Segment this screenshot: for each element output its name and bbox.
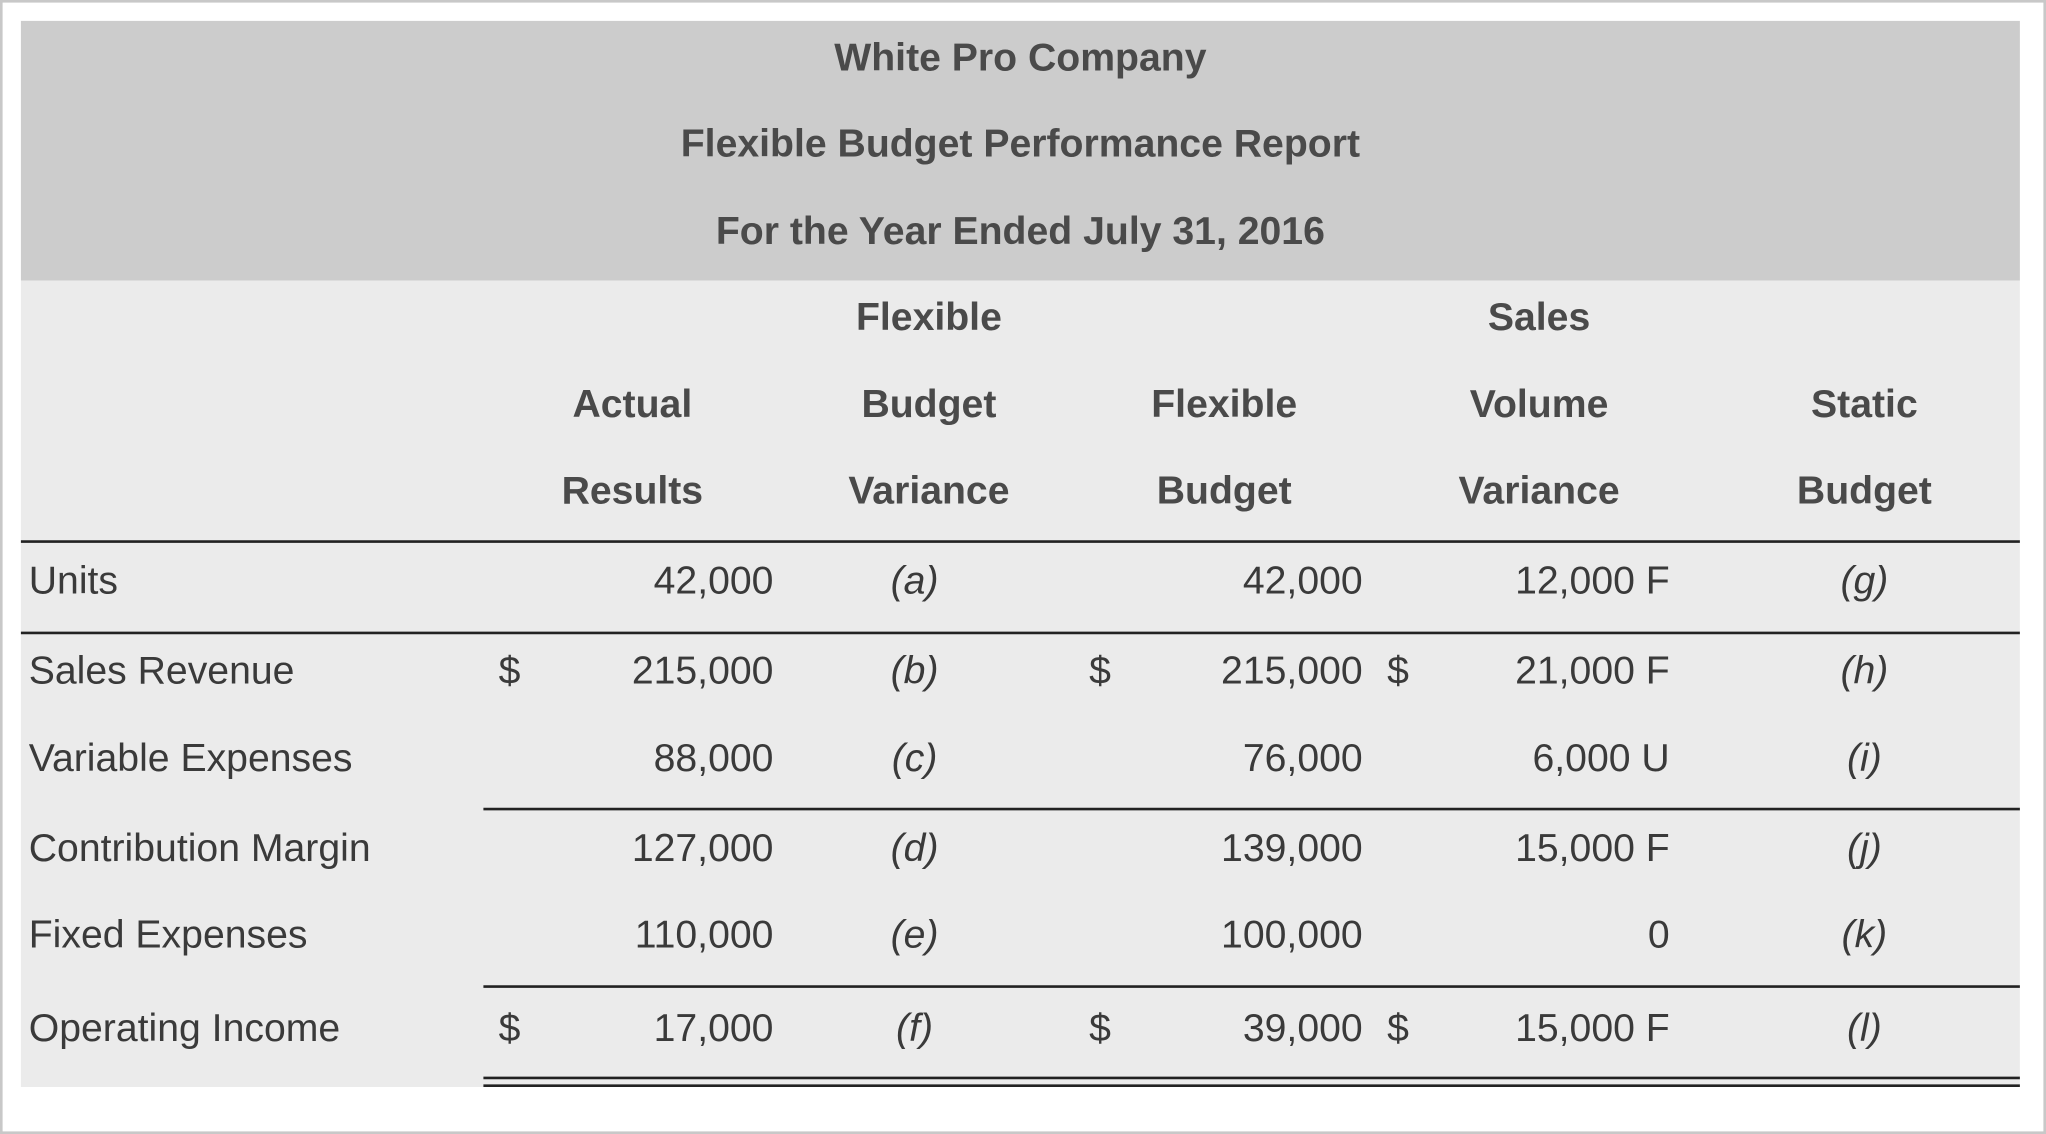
cell: 42,000 <box>654 560 774 603</box>
cell: (d) <box>891 827 939 870</box>
row-label: Fixed Expenses <box>29 913 308 956</box>
column-header: Sales <box>1488 296 1590 339</box>
cell: (j) <box>1847 827 1882 870</box>
column-header: Static <box>1811 383 1918 426</box>
cell: 76,000 <box>1243 737 1363 780</box>
cell: $ <box>499 1007 521 1050</box>
company: White Pro Company <box>834 36 1206 79</box>
column-header: Flexible <box>856 296 1002 339</box>
cell: (h) <box>1840 650 1888 693</box>
period: For the Year Ended July 31, 2016 <box>716 210 1325 253</box>
cell: 0 <box>1648 913 1670 956</box>
cell: 17,000 <box>654 1007 774 1050</box>
cell: (i) <box>1847 737 1882 780</box>
cell: 6,000 U <box>1532 737 1669 780</box>
cell: 127,000 <box>632 827 774 870</box>
cell: $ <box>1387 1007 1409 1050</box>
column-header: Results <box>562 470 704 513</box>
cell: 12,000 F <box>1515 560 1670 603</box>
column-header: Flexible <box>1151 383 1297 426</box>
cell: (k) <box>1842 913 1888 956</box>
cell: $ <box>1089 1007 1111 1050</box>
row-label: Sales Revenue <box>29 650 295 693</box>
column-header: Volume <box>1470 383 1609 426</box>
column-header: Budget <box>1157 470 1292 513</box>
report-title: Flexible Budget Performance Report <box>681 123 1360 166</box>
table-body <box>20 280 2020 1088</box>
cell: (e) <box>891 913 939 956</box>
cell: 88,000 <box>654 737 774 780</box>
cell: (a) <box>891 560 939 603</box>
column-header: Budget <box>861 383 996 426</box>
column-header: Budget <box>1797 470 1932 513</box>
column-header: Variance <box>1458 470 1619 513</box>
cell: 215,000 <box>1221 650 1363 693</box>
cell: 42,000 <box>1243 560 1363 603</box>
cell: 100,000 <box>1221 913 1363 956</box>
column-header: Actual <box>572 383 692 426</box>
cell: (c) <box>892 737 938 780</box>
row-label: Units <box>29 560 118 603</box>
cell: $ <box>499 650 521 693</box>
cell: 15,000 F <box>1515 1007 1670 1050</box>
cell: (b) <box>891 650 939 693</box>
cell: $ <box>1387 650 1409 693</box>
cell: 215,000 <box>632 650 774 693</box>
cell: 15,000 F <box>1515 827 1670 870</box>
cell: (l) <box>1847 1007 1882 1050</box>
cell: 39,000 <box>1243 1007 1363 1050</box>
row-label: Variable Expenses <box>29 737 353 780</box>
row-label: Contribution Margin <box>29 827 371 870</box>
cell: $ <box>1089 650 1111 693</box>
cell: (f) <box>896 1007 933 1050</box>
cell: 139,000 <box>1221 827 1363 870</box>
cell: (g) <box>1840 560 1888 603</box>
rules <box>20 540 2020 1088</box>
title-band <box>20 20 2020 281</box>
cell: 21,000 F <box>1515 650 1670 693</box>
cell: 110,000 <box>635 913 774 956</box>
column-header: Variance <box>848 470 1009 513</box>
row-label: Operating Income <box>29 1007 340 1050</box>
